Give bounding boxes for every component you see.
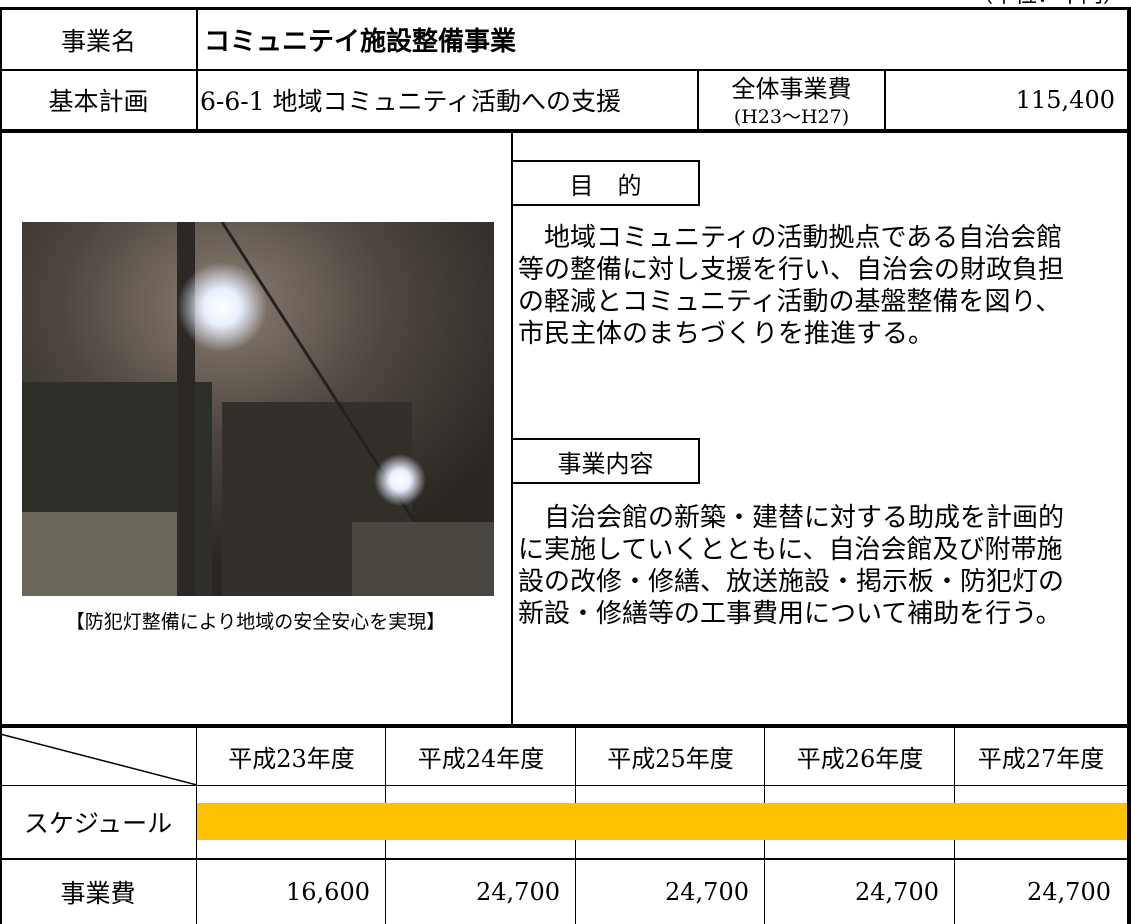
text-line: の軽減とコミュニティ活動の基盤整備を図り、 [518,286,1061,318]
cost-cell: 16,600 [197,860,386,924]
section-heading: 事業内容 [513,438,700,484]
year-header: 平成24年度 [386,728,576,785]
text-line: に実施していくとともに、自治会館及び附帯施 [518,534,1062,566]
year-header: 平成26年度 [765,728,955,785]
label: 基本計画 [0,71,197,129]
text-line: 等の整備に対し支援を行い、自治会の財政負担 [518,254,1064,286]
text-line: 自治会館の新築・建替に対する助成を計画的 [518,502,1064,534]
rule [511,131,513,726]
cost-cell: 24,700 [576,860,765,924]
text-line: 地域コミュニティの活動拠点である自治会館 [518,222,1062,254]
text-line: 新設・修繕等の工事費用について補助を行う。 [518,598,1062,630]
label: 事業名 [0,10,197,69]
rule [0,129,1131,133]
cost-cell: 24,700 [955,860,1127,924]
photo [22,222,494,596]
schedule-bar [197,803,1127,840]
rule [1127,7,1131,924]
total-cost: 115,400 [886,71,1127,129]
label: (H23～H27) [699,101,884,129]
plan-value: 6-6-1 地域コミュニティ活動への支援 [200,71,697,129]
cost-cell: 24,700 [386,860,576,924]
text-line: 市民主体のまちづくりを推進する。 [518,318,934,350]
year-header: 平成25年度 [576,728,765,785]
year-header: 平成27年度 [955,728,1127,785]
page: （単位：千円） 事業名 コミュニテイ施設整備事業 基本計画 6-6-1 地域コミ… [0,0,1131,924]
diagonal [0,726,197,786]
section-heading: 目 的 [513,160,700,206]
label: スケジュール [0,786,196,858]
project-name: コミュニテイ施設整備事業 [204,10,1104,69]
label: 全体事業費 [699,71,884,101]
cost-cell: 24,700 [765,860,955,924]
label: 事業費 [0,860,196,924]
year-header: 平成23年度 [197,728,386,785]
caption: 【防犯灯整備により地域の安全安心を実現】 [0,600,511,640]
text-line: 設の改修・修繕、放送施設・掲示板・防犯灯の [518,566,1064,598]
